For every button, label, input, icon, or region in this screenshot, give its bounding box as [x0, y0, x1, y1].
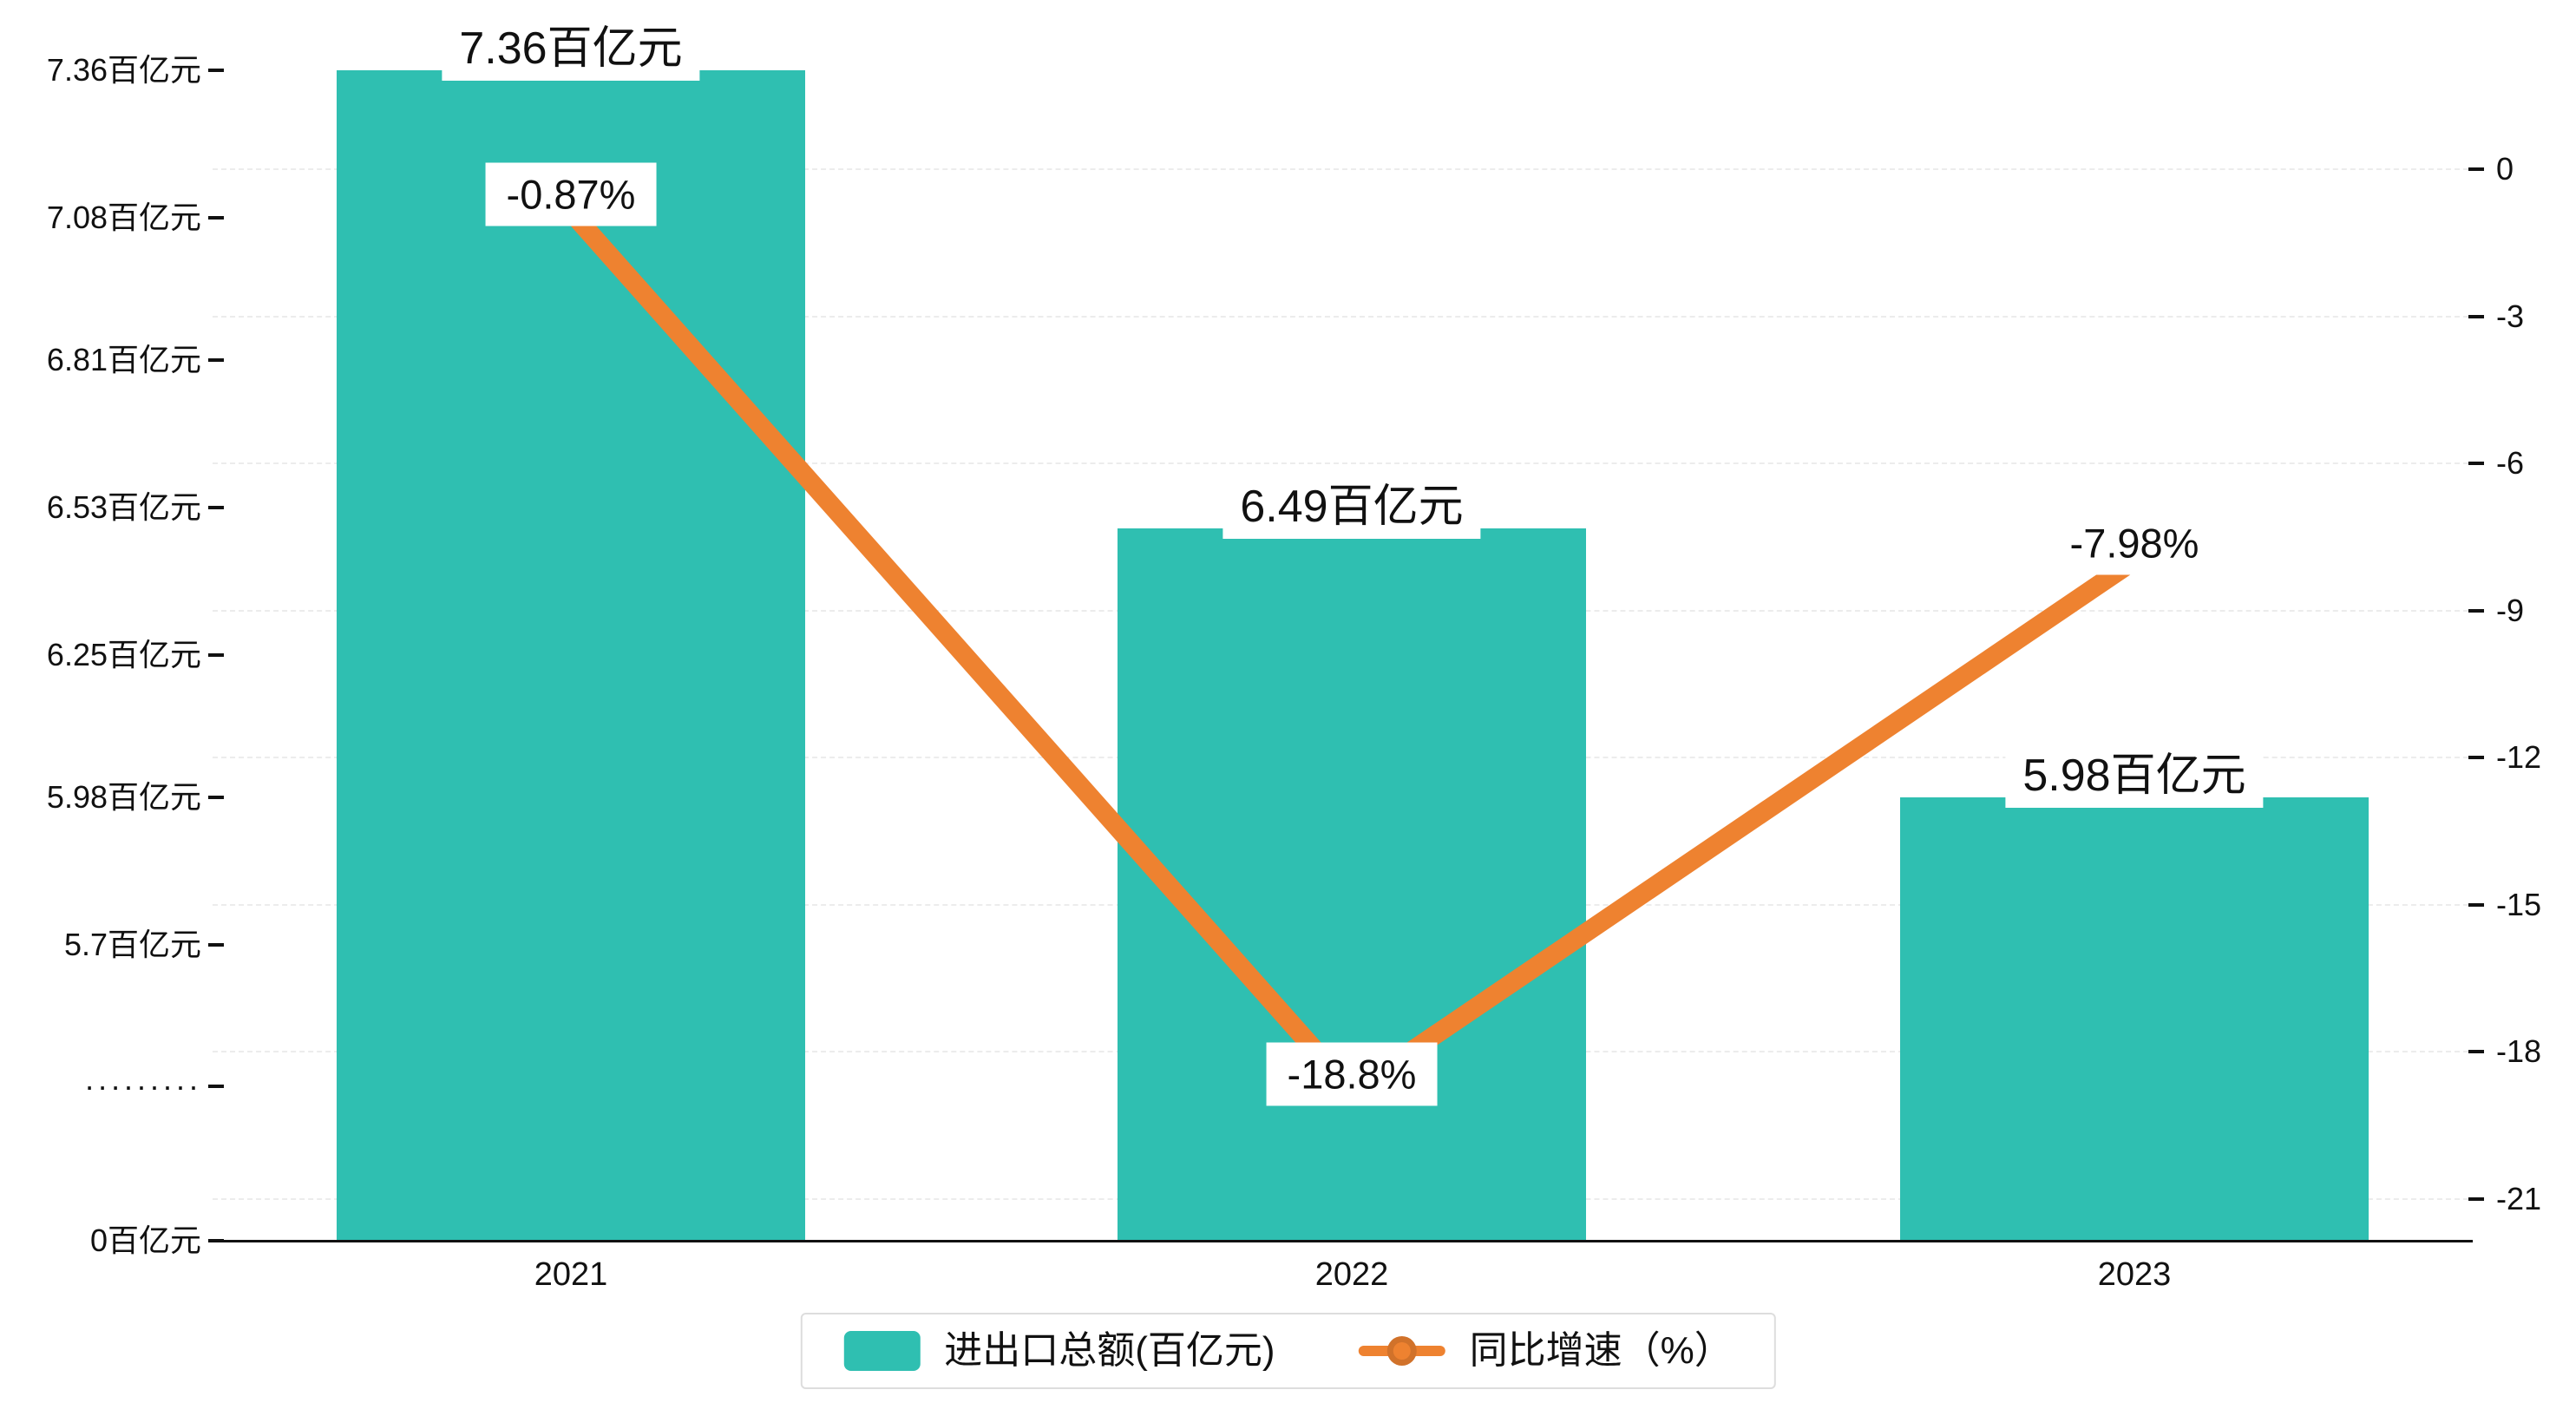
right-axis-tick: [2468, 462, 2484, 466]
left-axis-tick-label: 6.25百亿元: [46, 637, 201, 673]
right-axis-tick-label: -21: [2496, 1181, 2542, 1216]
right-axis-tick: [2468, 902, 2484, 907]
line-value-label: -7.98%: [2048, 511, 2220, 575]
left-axis-tick: [208, 795, 224, 799]
legend-item-bar-series[interactable]: 进出口总额(百亿元): [843, 1328, 1275, 1373]
left-axis-tick-label: ·········: [84, 1068, 201, 1104]
right-axis-tick-label: -3: [2496, 298, 2525, 334]
x-axis-label: 2022: [1314, 1256, 1389, 1293]
left-axis-tick-label: 7.08百亿元: [46, 200, 201, 236]
line-value-label: -18.8%: [1266, 1042, 1438, 1106]
left-axis-tick: [208, 69, 224, 72]
legend: 进出口总额(百亿元) 同比增速（%）: [800, 1313, 1776, 1389]
right-axis-tick-label: 0: [2496, 151, 2514, 187]
legend-label: 进出口总额(百亿元): [944, 1329, 1275, 1372]
right-axis-tick: [2468, 1050, 2484, 1054]
legend-item-line-series[interactable]: 同比增速（%）: [1358, 1328, 1733, 1373]
x-axis-label: 2021: [534, 1256, 608, 1293]
bar-swatch-icon: [843, 1331, 921, 1371]
legend-label: 同比增速（%）: [1469, 1329, 1733, 1372]
line-dot-marker-icon: [1358, 1336, 1445, 1366]
bar-value-label: 7.36百亿元: [442, 16, 700, 81]
right-axis-tick: [2468, 608, 2484, 613]
left-axis-tick-label: 0百亿元: [89, 1223, 201, 1258]
bar-2021: [337, 70, 805, 1241]
left-axis-tick-label: 5.98百亿元: [46, 778, 201, 815]
left-axis-tick: [208, 216, 224, 220]
right-axis-tick: [2468, 1197, 2484, 1201]
line-value-label: -0.87%: [485, 162, 657, 226]
right-axis-tick: [2468, 167, 2484, 171]
line-dot-icon: [1386, 1336, 1417, 1366]
left-axis-tick-label: 7.36百亿元: [46, 52, 201, 88]
bar-2023: [1900, 796, 2369, 1241]
bar-2022: [1118, 528, 1586, 1241]
left-axis-tick: [208, 506, 224, 509]
right-axis-tick: [2468, 756, 2484, 760]
right-axis-tick-label: -6: [2496, 445, 2525, 482]
left-axis-tick: [208, 943, 224, 947]
right-axis-tick: [2468, 314, 2484, 318]
right-axis-tick-label: -18: [2496, 1033, 2542, 1070]
left-axis-tick-label: 5.7百亿元: [63, 927, 201, 962]
left-axis-tick: [208, 653, 224, 658]
gridline: [213, 168, 2468, 170]
bar-value-label: 6.49百亿元: [1222, 475, 1481, 540]
right-axis-tick-label: -12: [2496, 739, 2542, 776]
right-axis-tick-label: -9: [2496, 592, 2525, 628]
left-axis-tick: [208, 357, 224, 362]
left-axis-tick: [208, 1085, 224, 1088]
x-axis-label: 2023: [2097, 1256, 2172, 1293]
bar-value-label: 5.98百亿元: [2005, 743, 2264, 808]
x-axis-line: [211, 1240, 2473, 1242]
left-axis-tick-label: 6.81百亿元: [46, 341, 201, 377]
right-axis-tick-label: -15: [2496, 886, 2542, 922]
left-axis-tick-label: 6.53百亿元: [46, 489, 201, 525]
